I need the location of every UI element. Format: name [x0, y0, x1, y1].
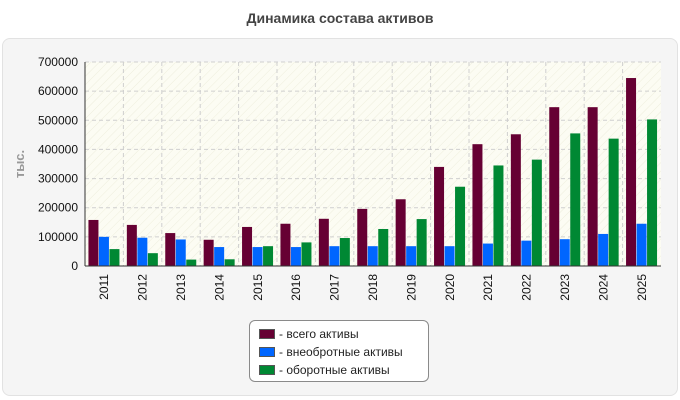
bar-total-2019 [395, 199, 406, 266]
legend-label-noncurrent: - внеобротные активы [279, 345, 403, 359]
y-tick-label: 0 [71, 259, 78, 273]
bar-noncurrent-2016 [290, 247, 301, 266]
x-tick-label: 2021 [481, 274, 495, 301]
bar-noncurrent-2012 [137, 237, 148, 266]
bar-total-2016 [280, 223, 291, 266]
bar-noncurrent-2022 [521, 240, 532, 266]
y-tick-label: 200000 [38, 201, 78, 215]
legend-item-current: - оборотные активы [259, 361, 428, 379]
bar-total-2023 [549, 107, 560, 267]
bar-total-2020 [434, 166, 445, 266]
x-tick-label: 2025 [635, 274, 649, 301]
y-tick-label: 500000 [38, 113, 78, 127]
bar-noncurrent-2020 [444, 246, 455, 266]
x-tick-label: 2016 [289, 274, 303, 301]
bar-total-2013 [165, 233, 176, 266]
legend-label-total: - всего активы [279, 327, 359, 341]
bar-total-2025 [626, 78, 637, 267]
x-tick-label: 2013 [174, 274, 188, 301]
bar-current-2016 [301, 242, 312, 266]
y-tick-label: 300000 [38, 172, 78, 186]
legend-swatch-current [259, 365, 275, 375]
bar-total-2012 [126, 224, 137, 266]
legend-swatch-total [259, 329, 275, 339]
bar-total-2018 [357, 208, 368, 266]
y-tick-label: 600000 [38, 84, 78, 98]
bar-current-2019 [416, 219, 427, 266]
bar-noncurrent-2025 [636, 223, 647, 266]
bar-noncurrent-2011 [98, 236, 109, 266]
bar-noncurrent-2015 [252, 247, 263, 266]
bar-total-2014 [203, 239, 214, 266]
bar-current-2025 [647, 119, 658, 266]
bar-noncurrent-2017 [329, 246, 340, 266]
x-tick-label: 2022 [520, 274, 534, 301]
legend: - всего активы - внеобротные активы - об… [249, 320, 429, 382]
x-tick-label: 2011 [97, 274, 111, 300]
legend-swatch-noncurrent [259, 347, 275, 357]
bar-noncurrent-2023 [559, 239, 570, 266]
bar-current-2017 [339, 238, 350, 266]
x-tick-label: 2015 [251, 274, 265, 301]
bar-noncurrent-2024 [598, 233, 609, 266]
x-tick-label: 2023 [558, 274, 572, 301]
bar-total-2017 [318, 218, 329, 266]
bar-noncurrent-2021 [482, 243, 493, 266]
bar-current-2011 [109, 249, 120, 266]
bar-noncurrent-2019 [406, 246, 417, 266]
y-tick-label: 400000 [38, 142, 78, 156]
bar-current-2023 [570, 133, 581, 266]
bar-current-2018 [378, 228, 389, 266]
x-tick-label: 2017 [328, 274, 342, 301]
y-axis-label: тыс. [12, 150, 27, 178]
x-tick-label: 2012 [136, 274, 150, 301]
bar-current-2012 [147, 253, 158, 266]
bar-total-2024 [587, 107, 598, 267]
bar-current-2014 [224, 259, 235, 266]
legend-item-noncurrent: - внеобротные активы [259, 343, 428, 361]
bar-total-2022 [510, 134, 521, 266]
bar-total-2021 [472, 144, 483, 266]
bar-current-2021 [493, 165, 504, 266]
x-tick-label: 2019 [404, 274, 418, 301]
y-tick-label: 100000 [38, 230, 78, 244]
bar-total-2015 [242, 226, 253, 266]
x-tick-label: 2018 [366, 274, 380, 301]
x-tick-label: 2014 [212, 274, 226, 301]
y-tick-label: 700000 [38, 55, 78, 69]
bar-current-2020 [455, 186, 466, 266]
bar-current-2024 [608, 138, 619, 266]
bar-noncurrent-2014 [214, 247, 225, 266]
legend-item-total: - всего активы [259, 325, 428, 343]
bar-current-2015 [263, 246, 274, 266]
x-tick-label: 2024 [596, 274, 610, 301]
x-tick-label: 2020 [443, 274, 457, 301]
chart-title: Динамика состава активов [246, 10, 434, 26]
bar-current-2022 [531, 159, 542, 266]
bar-total-2011 [88, 219, 99, 266]
plot-area [85, 62, 661, 266]
bar-noncurrent-2018 [367, 246, 378, 266]
bar-current-2013 [186, 259, 197, 266]
bar-noncurrent-2013 [175, 239, 186, 266]
legend-label-current: - оборотные активы [279, 363, 390, 377]
